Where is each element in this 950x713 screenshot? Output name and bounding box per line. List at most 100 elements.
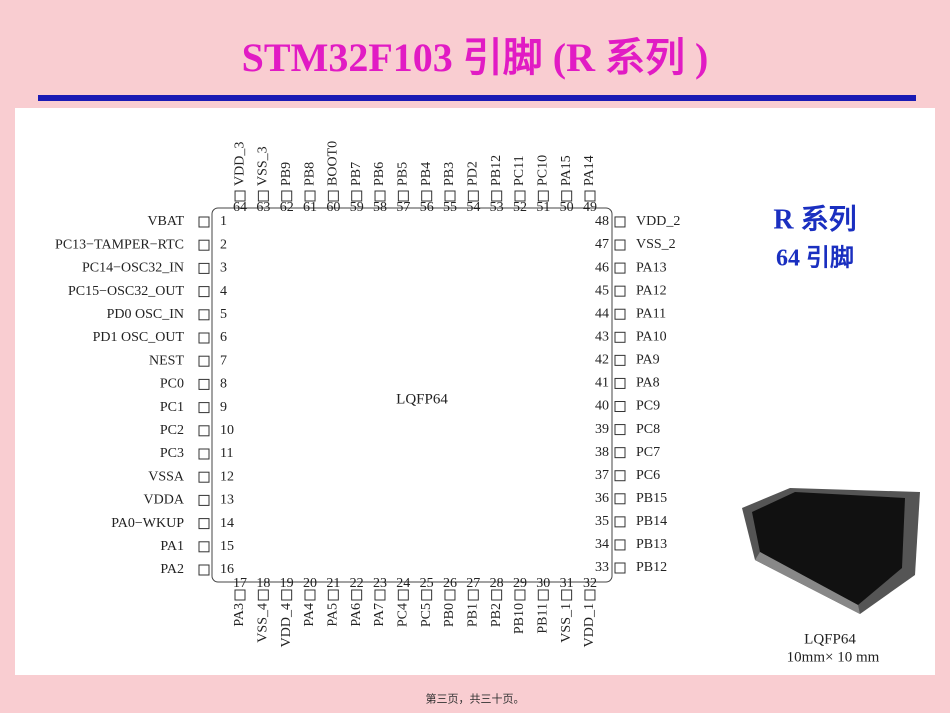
pin-pad	[304, 589, 316, 601]
pin-name: PA15	[559, 155, 574, 186]
pin-pad	[198, 378, 210, 390]
pin-name: PA11	[636, 306, 666, 321]
pin-number: 7	[220, 353, 227, 368]
pin-number: 60	[326, 200, 340, 215]
pin-name: VBAT	[147, 214, 184, 229]
pin-pad	[614, 516, 626, 528]
pin-number: 16	[220, 562, 234, 577]
pin-pad	[327, 589, 339, 601]
pin-name: PA1	[160, 539, 184, 554]
pin-name: PB10	[512, 603, 527, 634]
pin-pad	[397, 190, 409, 202]
page-footer: 第三页，共三十页。	[426, 692, 525, 706]
pin-pad	[614, 401, 626, 413]
pin-name: PB3	[442, 162, 457, 186]
pin-number: 20	[303, 576, 317, 591]
pin-pad	[537, 190, 549, 202]
pin-number: 10	[220, 423, 234, 438]
pin-number: 36	[595, 491, 609, 506]
pin-pad	[198, 518, 210, 530]
pin-pad	[614, 285, 626, 297]
pin-pad	[397, 589, 409, 601]
pin-name: VSSA	[148, 469, 185, 484]
pin-pad	[374, 589, 386, 601]
pin-name: PA0−WKUP	[111, 516, 184, 531]
pin-name: PC10	[536, 155, 551, 186]
pin-pad	[198, 471, 210, 483]
pin-number: 30	[536, 576, 550, 591]
pin-number: 13	[220, 493, 234, 508]
pin-number: 24	[396, 576, 410, 591]
pin-pad	[374, 190, 386, 202]
pin-name: VSS_3	[256, 146, 271, 186]
pin-pad	[514, 589, 526, 601]
pin-name: PC7	[636, 445, 660, 460]
pin-number: 27	[466, 576, 480, 591]
pin-number: 31	[560, 576, 574, 591]
pin-number: 54	[466, 200, 480, 215]
pin-pad	[614, 262, 626, 274]
pin-number: 3	[220, 261, 227, 276]
pin-pad	[234, 589, 246, 601]
pin-name: PB4	[419, 162, 434, 186]
pin-name: PC8	[636, 422, 660, 437]
pin-name: PC6	[636, 468, 660, 483]
pin-name: PC15−OSC32_OUT	[68, 284, 184, 299]
pin-name: PA9	[636, 353, 660, 368]
pin-number: 26	[443, 576, 457, 591]
pin-pad	[491, 190, 503, 202]
pin-number: 37	[595, 468, 609, 483]
pin-pad	[614, 354, 626, 366]
pin-number: 42	[595, 353, 609, 368]
pin-number: 33	[595, 560, 609, 575]
pin-pad	[257, 190, 269, 202]
pin-pad	[614, 493, 626, 505]
pin-pad	[198, 448, 210, 460]
pin-pad	[561, 589, 573, 601]
pin-pad	[351, 589, 363, 601]
pin-name: PB5	[396, 162, 411, 186]
pin-number: 61	[303, 200, 317, 215]
pin-number: 17	[233, 576, 247, 591]
pin-number: 38	[595, 445, 609, 460]
pin-name: PA12	[636, 283, 667, 298]
pin-pad	[514, 190, 526, 202]
pin-name: VSS_1	[559, 603, 574, 643]
pin-number: 8	[220, 377, 227, 392]
slide-title: STM32F103 引脚 (R 系列 )	[242, 35, 709, 80]
pin-count-note: 64 引脚	[776, 245, 854, 272]
pin-pad	[234, 190, 246, 202]
pin-number: 35	[595, 514, 609, 529]
pin-number: 1	[220, 214, 227, 229]
pin-number: 11	[220, 446, 233, 461]
package-top	[752, 492, 905, 605]
pin-number: 4	[220, 284, 227, 299]
pin-number: 25	[420, 576, 434, 591]
pin-number: 46	[595, 260, 609, 275]
pin-number: 22	[350, 576, 364, 591]
pin-name: PB2	[489, 603, 504, 627]
pin-name: PA8	[636, 376, 660, 391]
pin-pad	[614, 470, 626, 482]
pin-pad	[198, 309, 210, 321]
pin-number: 6	[220, 330, 227, 345]
pin-name: PC0	[160, 377, 184, 392]
title-rule	[38, 95, 916, 101]
pin-number: 43	[595, 330, 609, 345]
pin-pad	[584, 589, 596, 601]
package-photo	[742, 488, 920, 614]
pin-pad	[614, 424, 626, 436]
pin-name: NEST	[149, 353, 184, 368]
pin-pad	[614, 239, 626, 251]
pin-number: 12	[220, 469, 234, 484]
pin-pad	[198, 216, 210, 228]
pin-name: PA5	[326, 603, 341, 627]
pin-number: 45	[595, 283, 609, 298]
pin-name: PD1 OSC_OUT	[93, 330, 185, 345]
pin-pad	[281, 190, 293, 202]
pin-name: PB1	[466, 603, 481, 627]
pin-name: PA14	[582, 155, 597, 186]
pin-pad	[614, 377, 626, 389]
pin-number: 41	[595, 376, 609, 391]
